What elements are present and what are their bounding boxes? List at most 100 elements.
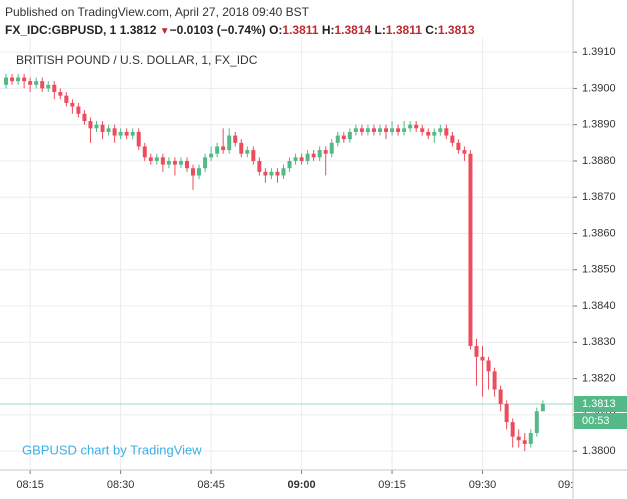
candle-body [64,95,69,103]
candle-body [426,131,431,136]
candle-body [444,128,449,136]
candle-body [414,124,419,129]
down-arrow: ▼ [159,26,170,37]
candle-body [16,77,21,82]
candle-body [112,128,117,136]
candle-body [28,81,33,85]
candle-body [160,157,165,165]
candle-body [106,128,111,132]
x-tick-label: 08:15 [16,479,44,491]
candle-body [172,160,177,165]
candle-body [88,121,93,129]
candle-body [498,389,503,404]
x-tick-label: 09:30 [469,479,497,491]
candle-body [384,128,389,132]
candle-body [341,135,346,140]
y-tick-label: 1.3870 [582,191,616,203]
countdown: 00:53 [582,415,610,427]
candle-body [480,356,485,361]
candle-body [504,403,509,423]
published: Published on TradingView.com, April 27, … [5,5,309,19]
grid [0,38,574,470]
candle-body [522,440,527,444]
h-label: H: [321,23,335,37]
x-tick-label: 08:30 [107,479,135,491]
candle-body [245,150,250,154]
candle-body [474,345,479,357]
watermark: GBPUSD chart by TradingView [22,442,202,457]
candle-body [287,160,292,169]
c-label: C: [425,23,438,37]
y-tick-label: 1.3840 [582,300,616,312]
candle-body [365,128,370,132]
candle-body [311,153,316,158]
y-tick-label: 1.3800 [582,445,616,457]
candle-body [136,131,141,147]
candle-body [22,77,27,82]
candle-body [329,142,334,154]
l-value: 1.3811 [385,23,422,37]
y-tick-label: 1.3820 [582,373,616,385]
candle-body [4,77,9,85]
candle-body [178,160,183,165]
candle-body [323,150,328,154]
price-label: 1.3813 [582,398,616,410]
candle-body [456,142,461,151]
candle-body [432,131,437,136]
candle-body [299,157,304,161]
candle-body [142,146,147,158]
symbol: FX_IDC:GBPUSD, 1 [5,23,117,37]
candle-body [420,128,425,132]
candle-body [239,142,244,154]
x-tick-label: 09:15 [378,479,406,491]
quote-line: FX_IDC:GBPUSD, 1 1.3812 ▼−0.0103 (−0.74%… [5,21,475,41]
candle-body [209,153,214,158]
c-value: 1.3813 [437,23,475,37]
change: −0.0103 (−0.74%) [169,23,266,37]
candle-body [269,171,274,176]
candle-body [468,153,473,346]
candle-body [251,150,256,161]
candle-body [462,150,467,154]
o-value: 1.3811 [282,23,319,37]
candle-body [359,128,364,132]
candle-body [377,128,382,132]
candle-body [486,360,491,372]
candle-body [130,131,135,136]
candle-body [40,81,45,89]
o-label: O: [269,23,283,37]
candle-body [317,150,322,158]
candle-body [58,92,63,96]
candle-body [124,131,129,136]
y-tick-label: 1.3890 [582,119,616,131]
candle-body [118,131,123,136]
candle-body [203,157,208,169]
y-tick-label: 1.3900 [582,82,616,94]
candle-body [305,153,310,161]
candle-body [52,84,57,93]
y-tick-label: 1.3910 [582,46,616,58]
candle-body [82,113,87,122]
candle-body [227,135,232,151]
y-tick-label: 1.3830 [582,336,616,348]
candle-body [215,146,220,154]
price-label-box [574,395,627,412]
candle-body [540,403,545,412]
candle-body [353,128,358,132]
candle-body [528,433,533,444]
candle-body [233,135,238,143]
candle-body [396,128,401,132]
y-tick-label: 1.3880 [582,155,616,167]
candle-body [191,168,196,176]
countdown-box [574,412,627,429]
candle-body [46,84,51,89]
candle-body [166,160,171,165]
candle-body [534,411,539,434]
candle-body [408,124,413,129]
candle-body [293,157,298,161]
candle-body [34,81,39,85]
candle-body [516,436,521,441]
x-tick-label: 08:45 [197,479,225,491]
